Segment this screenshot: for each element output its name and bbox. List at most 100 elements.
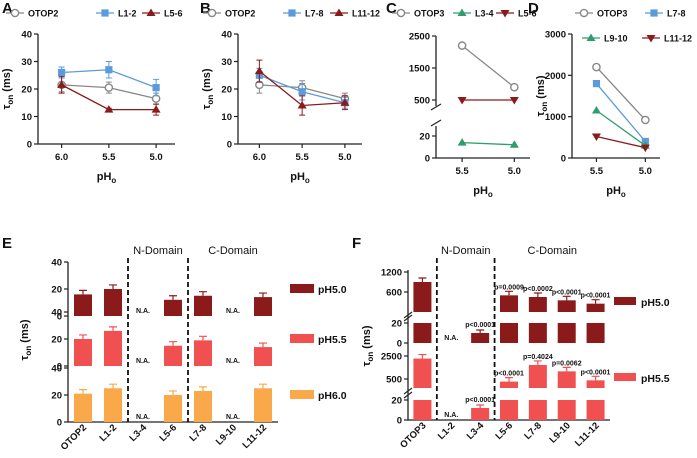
bar-row-ph6-0: 0 20 40 N.A. N.A. pH6.0 xyxy=(51,364,346,429)
bar-upper xyxy=(413,358,432,388)
panel-d-line-chart: 0 1000 2000 3000 5.5 5.0 OTOP3 L7-8 L9-10 L11-12 τ… xyxy=(535,9,692,200)
legend-marker xyxy=(500,10,510,18)
x-axis-label: pHo xyxy=(606,185,626,199)
y-tick-label: 20 xyxy=(391,396,402,407)
category-label: L9-10 xyxy=(214,422,239,447)
bar-upper xyxy=(413,282,432,312)
legend-label: L11-12 xyxy=(352,9,380,19)
bar xyxy=(104,330,122,366)
category-label: L7-8 xyxy=(522,420,544,442)
y-tick-label: 2500 xyxy=(381,352,402,363)
y-tick-label: 0 xyxy=(425,154,430,165)
error-bar xyxy=(505,377,513,382)
error-bar xyxy=(169,390,177,395)
error-bar xyxy=(259,383,267,389)
panel-labels: A B C D E F xyxy=(2,0,539,252)
error-bar xyxy=(418,277,427,282)
data-point xyxy=(640,144,650,153)
y-tick-label: 20 xyxy=(21,85,32,96)
bar-lower xyxy=(557,400,576,420)
x-tick-label: 6.0 xyxy=(253,152,266,163)
na-label: N.A. xyxy=(226,358,240,365)
data-point xyxy=(152,84,160,92)
error-bar xyxy=(109,326,117,331)
x-tick-label: 5.5 xyxy=(590,166,604,177)
category-label: L9-10 xyxy=(548,420,573,445)
legend-marker xyxy=(10,8,20,18)
error-bar xyxy=(476,329,485,333)
axis-break xyxy=(403,387,413,399)
legend-label: L5-6 xyxy=(518,9,537,19)
error-bar xyxy=(505,290,513,296)
legend-marker xyxy=(146,8,156,16)
series-line xyxy=(596,109,646,147)
panel-label-a: A xyxy=(2,0,13,17)
y-tick-label: 0 xyxy=(57,418,62,429)
series-line xyxy=(462,141,515,146)
legend-label: L3-4 xyxy=(475,9,494,19)
y-tick-label: 0 xyxy=(397,339,402,350)
y-tick-label: 2500 xyxy=(409,32,430,43)
bar-upper xyxy=(528,297,547,312)
y-tick-label: 20 xyxy=(419,132,430,143)
y-axis-label: τon (ms) xyxy=(361,325,375,366)
panel-label-b: B xyxy=(200,0,211,17)
category-label: L5-6 xyxy=(158,422,180,444)
bar-lower xyxy=(586,400,605,420)
series-line xyxy=(595,83,646,142)
error-bar xyxy=(109,383,117,389)
bar xyxy=(104,388,122,422)
y-tick-label: 20 xyxy=(221,85,232,96)
legend-label: L11-12 xyxy=(664,34,692,44)
y-tick-label: 2000 xyxy=(545,71,566,82)
series-line xyxy=(596,135,646,149)
y-tick-label: 500 xyxy=(386,375,402,386)
bar xyxy=(164,299,182,316)
na-label: N.A. xyxy=(136,358,150,365)
category-label: L3-4 xyxy=(465,420,487,442)
data-point xyxy=(509,140,519,148)
na-label: N.A. xyxy=(226,308,240,315)
category-label: L11-12 xyxy=(573,420,602,449)
legend-marker xyxy=(646,35,656,43)
data-point xyxy=(509,97,519,105)
legend-marker xyxy=(207,8,217,18)
data-point xyxy=(457,41,467,50)
data-point xyxy=(510,82,519,92)
legend-swatch xyxy=(614,297,636,305)
p-value-label: p<0.0001 xyxy=(465,322,495,329)
bar-upper xyxy=(586,303,605,312)
panel-b-line-chart: 0 10 20 30 40 6.0 5.5 5.0 OTOP2 L7-8 L11-12 τon (ms… xyxy=(201,8,380,185)
data-point xyxy=(457,97,467,105)
y-tick-label: 40 xyxy=(51,308,62,319)
legend-swatch xyxy=(290,334,314,343)
bar-lower xyxy=(586,323,605,343)
bar xyxy=(104,289,122,316)
legend-label: pH5.5 xyxy=(641,373,670,385)
error-bar xyxy=(562,366,571,372)
x-axis-label: pHo xyxy=(473,185,493,199)
bar-lower xyxy=(528,323,547,343)
p-value-label: p=0.0062 xyxy=(552,360,582,367)
category-label: L1-2 xyxy=(98,422,120,444)
data-point xyxy=(105,66,113,74)
y-tick-label: 0 xyxy=(57,362,62,373)
error-bar xyxy=(533,292,542,297)
legend-marker xyxy=(586,33,596,41)
domain-label-n: N-Domain xyxy=(133,245,183,257)
x-tick-label: 5.5 xyxy=(456,166,470,177)
series-l3-4 xyxy=(457,138,519,148)
error-bar xyxy=(476,404,485,408)
data-point xyxy=(641,115,650,125)
bar xyxy=(254,297,272,316)
legend-label: pH5.0 xyxy=(318,284,347,296)
x-tick-label: 5.0 xyxy=(338,152,351,163)
bar-row-ph5-0: 0 20 40 N.A. N.A. pH5.0 xyxy=(51,258,346,323)
bar-upper xyxy=(557,371,576,388)
series-otop3 xyxy=(457,41,519,92)
data-point xyxy=(592,80,601,88)
bar xyxy=(471,408,490,420)
panel-label-f: F xyxy=(352,235,361,252)
